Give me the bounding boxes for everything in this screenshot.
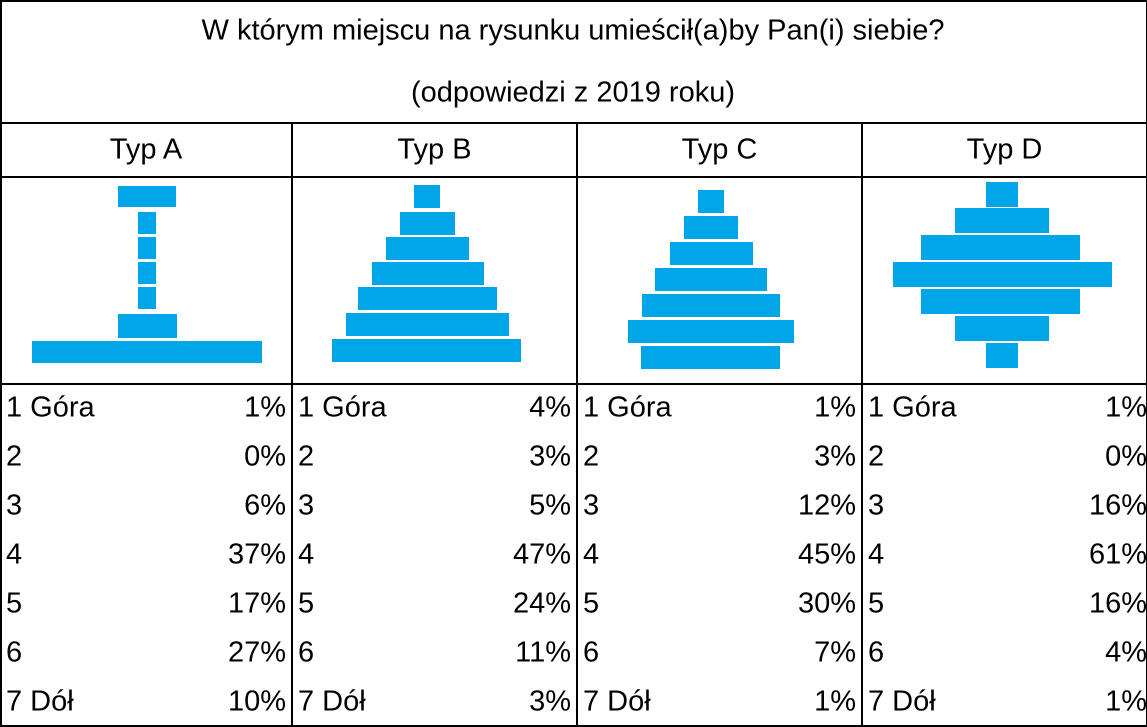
percent-value: 16% [1089,490,1147,522]
level-label: 4 [868,539,884,571]
level-label: 4 [583,539,599,571]
level-label: 3 [298,490,314,522]
level-label: 3 [6,490,22,522]
level-label: 4 [298,539,314,571]
pyramid-c [628,190,794,369]
percent-value: 37% [228,539,286,571]
percent-value: 30% [798,588,856,620]
percent-value: 45% [798,539,856,571]
level-label: 1 Góra [6,392,96,424]
level-label: 2 [6,441,22,473]
percent-value: 17% [228,588,286,620]
percent-value: 5% [529,490,571,522]
level-label: 2 [298,441,314,473]
percent-value: 61% [1089,539,1147,571]
level-label: 5 [6,588,22,620]
level-label: 1 Góra [583,392,673,424]
percent-value: 3% [529,441,571,473]
level-label: 5 [868,588,884,620]
pyramid-a [32,186,262,363]
level-label: 4 [6,539,22,571]
percent-value: 4% [1105,637,1147,669]
level-label: 6 [298,637,314,669]
column-header: Typ C [682,134,758,166]
column-header: Typ A [110,134,183,166]
column-header: Typ D [967,134,1043,166]
percent-value: 0% [244,441,286,473]
percent-value: 7% [814,637,856,669]
pyramid-d [893,182,1112,368]
title-line: W którym miejscu na rysunku umieścił(a)b… [202,15,945,47]
level-label: 6 [6,637,22,669]
level-label: 6 [583,637,599,669]
percent-value: 47% [513,539,571,571]
percent-value: 4% [529,392,571,424]
level-label: 5 [298,588,314,620]
percent-value: 27% [228,637,286,669]
level-label: 3 [868,490,884,522]
column-header: Typ B [397,134,471,166]
level-label: 3 [583,490,599,522]
level-label: 2 [868,441,884,473]
percent-value: 0% [1105,441,1147,473]
level-label: 1 Góra [298,392,388,424]
percent-value: 24% [513,588,571,620]
percent-value: 1% [244,392,286,424]
percent-value: 11% [515,637,571,669]
level-label: 2 [583,441,599,473]
percent-value: 16% [1089,588,1147,620]
percent-value: 3% [814,441,856,473]
percent-value: 1% [1105,392,1147,424]
pyramid-b [332,185,521,362]
title-line: (odpowiedzi z 2019 roku) [411,77,735,109]
level-label: 7 Dół [868,686,936,718]
percent-value: 3% [529,686,571,718]
level-label: 7 Dół [298,686,366,718]
percent-value: 12% [798,490,856,522]
percent-value: 1% [1105,686,1147,718]
percent-value: 1% [814,392,856,424]
percent-value: 1% [814,686,856,718]
level-label: 7 Dół [583,686,651,718]
level-label: 7 Dół [6,686,74,718]
percent-value: 10% [228,686,286,718]
level-label: 5 [583,588,599,620]
percent-value: 6% [244,490,286,522]
level-label: 1 Góra [868,392,958,424]
level-label: 6 [868,637,884,669]
